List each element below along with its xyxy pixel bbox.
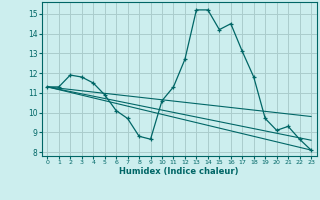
X-axis label: Humidex (Indice chaleur): Humidex (Indice chaleur): [119, 167, 239, 176]
